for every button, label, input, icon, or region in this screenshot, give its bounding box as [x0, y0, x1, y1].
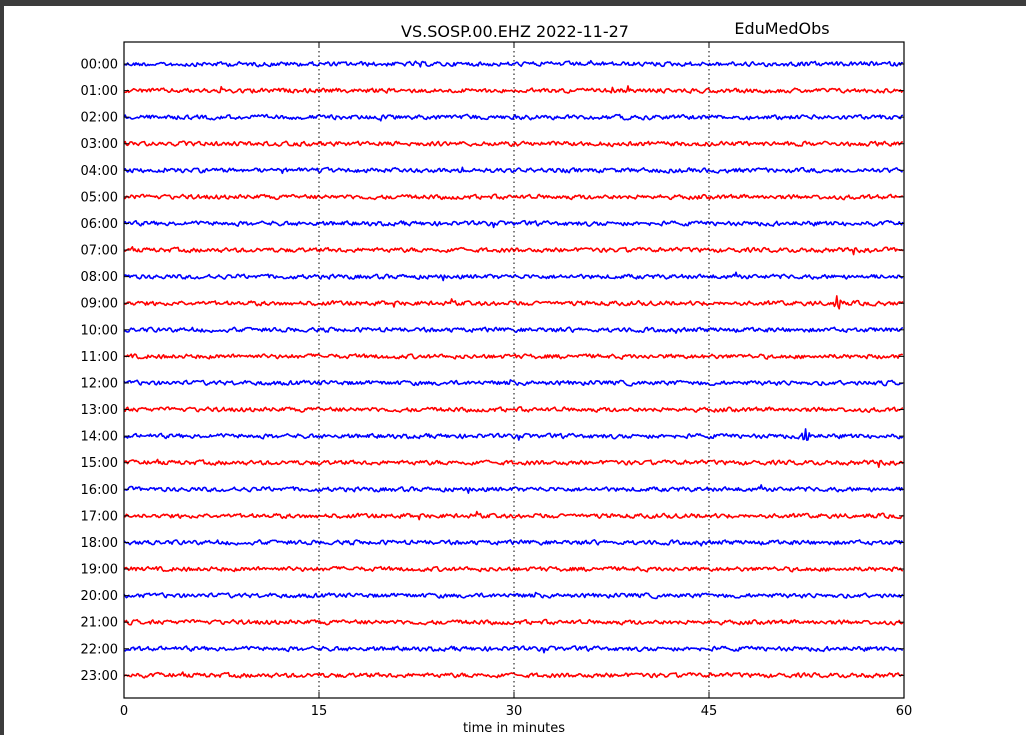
- x-tick-label: 45: [701, 704, 718, 719]
- y-tick-label: 21:00: [81, 616, 118, 631]
- trace-0300: [123, 140, 904, 148]
- trace-2200: [123, 645, 904, 654]
- x-tick-label: 15: [311, 704, 328, 719]
- trace-1300: [123, 406, 904, 414]
- trace-1200: [123, 379, 904, 387]
- y-tick-label: 04:00: [81, 164, 118, 179]
- grid-layer: [318, 42, 710, 698]
- y-tick-label: 15:00: [81, 456, 118, 471]
- y-tick-label: 17:00: [81, 509, 118, 524]
- helicorder-chart: 00:00 01:00 02:00 03:00 04:00 05:00 06:00 07:00…: [81, 19, 913, 735]
- trace-1800: [123, 539, 904, 547]
- x-tick-label: 0: [120, 704, 128, 719]
- y-tick-label: 06:00: [81, 217, 118, 232]
- trace-1100: [123, 353, 904, 360]
- y-tick-label: 23:00: [81, 669, 118, 684]
- y-tick-label: 07:00: [81, 244, 118, 259]
- trace-0500: [123, 193, 903, 201]
- y-tick-label: 03:00: [81, 137, 118, 152]
- trace-0600: [123, 219, 904, 229]
- x-axis-label: time in minutes: [463, 721, 565, 735]
- x-tick-label: 30: [506, 704, 523, 719]
- trace-1700: [123, 510, 904, 521]
- trace-0900: [123, 295, 904, 310]
- trace-0800: [123, 271, 904, 282]
- y-tick-label: 08:00: [81, 270, 118, 285]
- chart-subtitle: EduMedObs: [734, 19, 829, 38]
- y-tick-label: 10:00: [81, 323, 118, 338]
- trace-0400: [123, 166, 903, 175]
- y-tick-label: 00:00: [81, 58, 118, 73]
- y-tick-label: 14:00: [81, 430, 118, 445]
- y-tick-label: 11:00: [81, 350, 118, 365]
- y-tick-label: 02:00: [81, 111, 118, 126]
- y-tick-label: 05:00: [81, 190, 118, 205]
- y-tick-label: 09:00: [81, 297, 118, 312]
- y-tick-label: 01:00: [81, 84, 118, 99]
- y-tick-label: 12:00: [81, 376, 118, 391]
- trace-2300: [123, 671, 904, 679]
- y-tick-label: 20:00: [81, 589, 118, 604]
- trace-1500: [123, 458, 904, 468]
- trace-1900: [123, 565, 904, 573]
- trace-1400: [123, 428, 904, 441]
- y-tick-label: 19:00: [81, 563, 118, 578]
- helicorder-figure: 00:00 01:00 02:00 03:00 04:00 05:00 06:00 07:00…: [4, 6, 1026, 735]
- trace-0000: [123, 59, 904, 68]
- x-tick-label: 60: [896, 704, 913, 719]
- y-tick-label: 16:00: [81, 483, 118, 498]
- trace-0100: [123, 85, 904, 94]
- trace-1600: [123, 484, 904, 494]
- trace-2000: [123, 591, 904, 600]
- trace-1000: [123, 326, 904, 334]
- chart-title: VS.SOSP.00.EHZ 2022-11-27: [401, 22, 629, 41]
- y-tick-label: 22:00: [81, 642, 118, 657]
- traces-layer: [123, 59, 904, 679]
- trace-2100: [123, 618, 904, 626]
- trace-0700: [123, 246, 904, 256]
- trace-0200: [123, 113, 904, 122]
- y-ticks: 00:00 01:00 02:00 03:00 04:00 05:00 06:00 07:00…: [81, 58, 904, 684]
- y-tick-label: 18:00: [81, 536, 118, 551]
- plot-frame: [123, 41, 905, 699]
- y-tick-label: 13:00: [81, 403, 118, 418]
- x-ticks: 0 15 30 45 60: [120, 42, 912, 719]
